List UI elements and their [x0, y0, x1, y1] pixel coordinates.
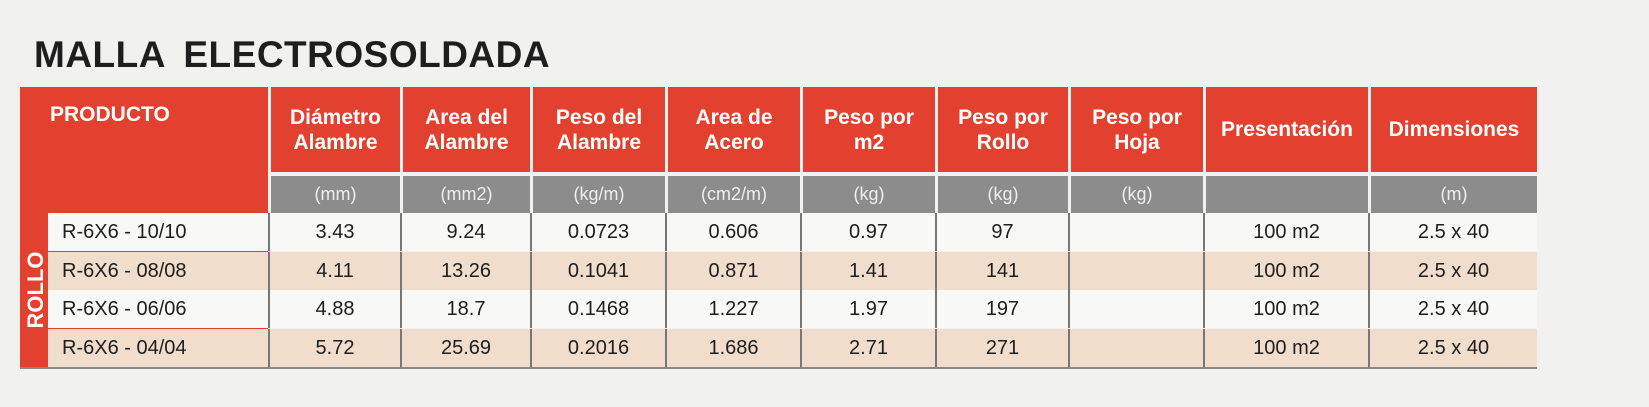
table-cell: 18.7 — [400, 290, 530, 328]
column-header: Peso por m2 — [800, 87, 935, 172]
table-row: R-6X6 - 06/06 4.88 18.7 0.1468 1.227 1.97 197 1… — [48, 290, 1537, 328]
table-cell: 0.871 — [665, 251, 800, 290]
table-cell: 100 m2 — [1203, 213, 1368, 251]
table-cell: 0.0723 — [530, 213, 665, 251]
table-cell: 9.24 — [400, 213, 530, 251]
column-unit: (mm) — [268, 176, 400, 213]
table-cell: 2.5 x 40 — [1368, 213, 1537, 251]
table-cell: 2.5 x 40 — [1368, 290, 1537, 328]
table-cell — [1068, 328, 1203, 367]
column-header: Dimensiones — [1368, 87, 1537, 172]
table-cell: 0.1041 — [530, 251, 665, 290]
table-cell: 0.97 — [800, 213, 935, 251]
table-cell: 2.5 x 40 — [1368, 251, 1537, 290]
table-row: R-6X6 - 10/10 3.43 9.24 0.0723 0.606 0.97 97 10… — [48, 213, 1537, 251]
table-cell: 1.227 — [665, 290, 800, 328]
table-cell: 97 — [935, 213, 1068, 251]
table-cell — [1068, 290, 1203, 328]
column-unit: (cm2/m) — [665, 176, 800, 213]
table-cell: 100 m2 — [1203, 328, 1368, 367]
column-header: Presentación — [1203, 87, 1368, 172]
column-unit: (kg) — [800, 176, 935, 213]
product-header-label: PRODUCTO — [50, 103, 170, 126]
product-table: PRODUCTO ROLLO Diámetro Alambre (mm) Area … — [20, 87, 1537, 367]
table-cell: 100 m2 — [1203, 251, 1368, 290]
table-row: R-6X6 - 08/08 4.11 13.26 0.1041 0.871 1.41 141… — [48, 251, 1537, 290]
column-unit: (m) — [1368, 176, 1537, 213]
table-cell: 5.72 — [268, 328, 400, 367]
table-cell: 0.606 — [665, 213, 800, 251]
page-title: MALLA ELECTROSOLDADA — [34, 34, 551, 75]
table-cell: 1.686 — [665, 328, 800, 367]
table-cell: 141 — [935, 251, 1068, 290]
column-header: Diámetro Alambre — [268, 87, 400, 172]
column-unit: (kg) — [935, 176, 1068, 213]
column-header: Area del Alambre — [400, 87, 530, 172]
product-name: R-6X6 - 06/06 — [62, 298, 187, 320]
table-cell: 4.88 — [268, 290, 400, 328]
column-unit: (kg/m) — [530, 176, 665, 213]
column-header: Peso por Hoja — [1068, 87, 1203, 172]
table-cell: 4.11 — [268, 251, 400, 290]
column-header: Area de Acero — [665, 87, 800, 172]
table-cell: 3.43 — [268, 213, 400, 251]
table-cell: 100 m2 — [1203, 290, 1368, 328]
product-name: R-6X6 - 10/10 — [62, 221, 187, 243]
table-cell: 25.69 — [400, 328, 530, 367]
table-cell: 2.71 — [800, 328, 935, 367]
table-cell: 1.97 — [800, 290, 935, 328]
table-row: R-6X6 - 04/04 5.72 25.69 0.2016 1.686 2.71 271… — [48, 328, 1537, 367]
table-cell: 1.41 — [800, 251, 935, 290]
table-cell: 271 — [935, 328, 1068, 367]
column-unit: (mm2) — [400, 176, 530, 213]
table-cell: 197 — [935, 290, 1068, 328]
table-cell: 0.2016 — [530, 328, 665, 367]
product-name: R-6X6 - 08/08 — [62, 259, 187, 282]
product-name: R-6X6 - 04/04 — [62, 336, 187, 359]
column-unit — [1203, 176, 1368, 213]
table-cell: 0.1468 — [530, 290, 665, 328]
table-cell — [1068, 213, 1203, 251]
table-bottom-border — [20, 367, 1537, 369]
column-header: Peso del Alambre — [530, 87, 665, 172]
table-cell: 13.26 — [400, 251, 530, 290]
table-cell — [1068, 251, 1203, 290]
column-header: Peso por Rollo — [935, 87, 1068, 172]
column-unit: (kg) — [1068, 176, 1203, 213]
group-label-rollo: ROLLO — [23, 251, 48, 329]
table-cell: 2.5 x 40 — [1368, 328, 1537, 367]
